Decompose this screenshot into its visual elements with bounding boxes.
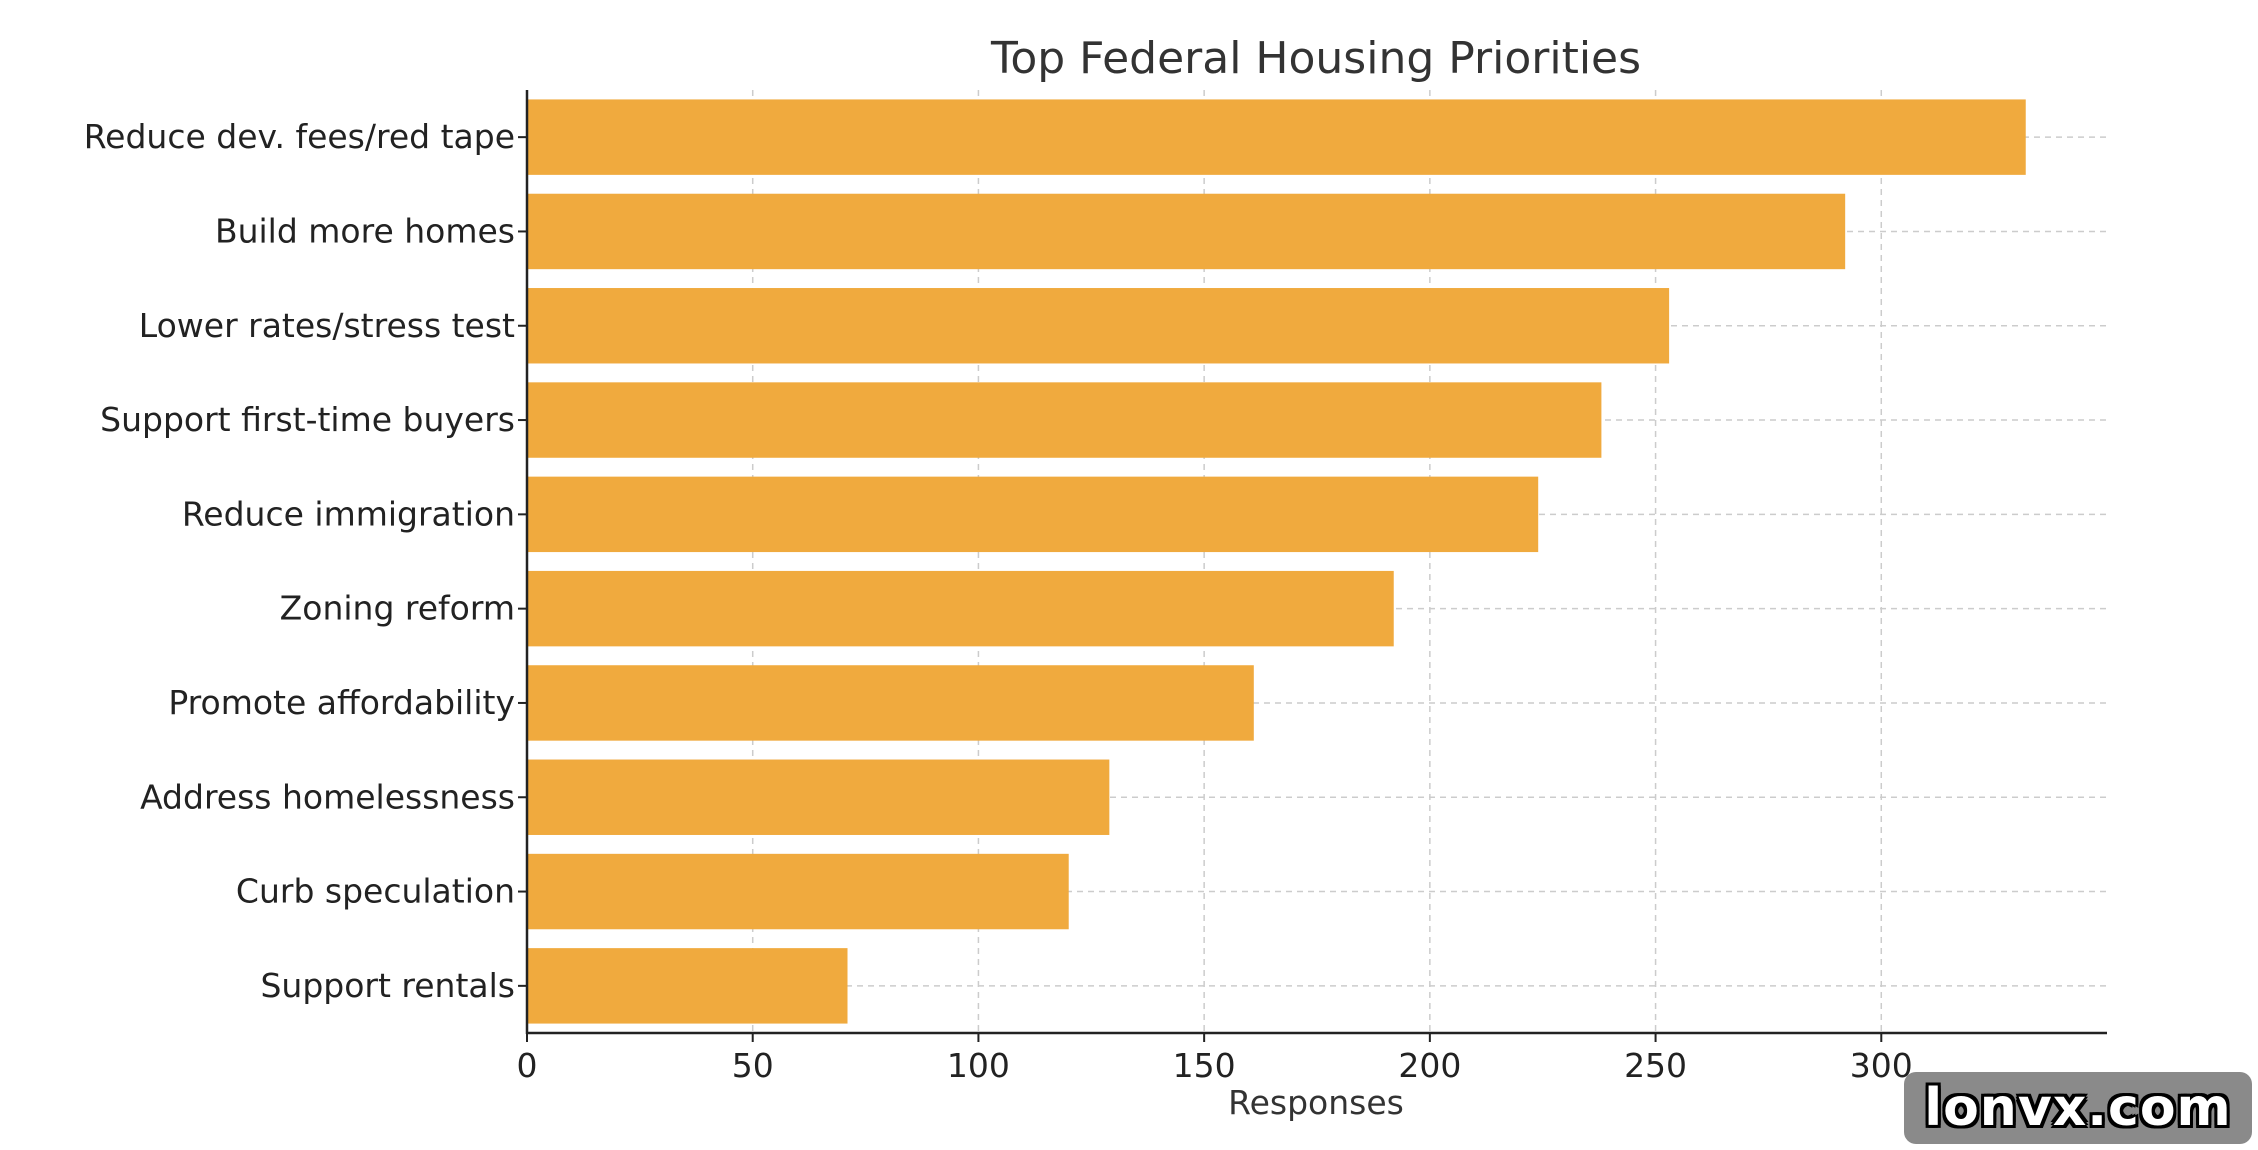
x-tick-labels: 0 50 100 150 200 250 300	[517, 1046, 1913, 1085]
bar	[527, 193, 1846, 270]
bar	[527, 476, 1539, 553]
x-tick-label: 250	[1624, 1046, 1687, 1085]
bar	[527, 759, 1110, 835]
y-tick-label: Lower rates/stress test	[139, 306, 515, 345]
y-tick-label: Support rentals	[260, 966, 515, 1005]
x-tick-label: 100	[947, 1046, 1010, 1085]
bar	[527, 948, 848, 1024]
y-tick-labels: Reduce dev. fees/red tape Build more home…	[84, 117, 515, 1005]
y-tick-label: Reduce dev. fees/red tape	[84, 117, 515, 156]
y-tick-label: Promote affordability	[168, 683, 515, 722]
x-tick-label: 200	[1398, 1046, 1461, 1085]
y-tick-label: Curb speculation	[236, 872, 515, 911]
bar	[527, 288, 1670, 364]
x-axis-label: Responses	[1228, 1083, 1404, 1122]
watermark-text: lonvx.com	[1924, 1078, 2232, 1138]
bar	[527, 570, 1394, 647]
y-tick-label: Zoning reform	[280, 589, 515, 628]
bar	[527, 99, 2026, 175]
chart-title: Top Federal Housing Priorities	[990, 33, 1641, 84]
bar	[527, 853, 1069, 930]
axes	[518, 90, 2107, 1042]
watermark-badge: lonvx.com	[1904, 1072, 2252, 1144]
bar	[527, 382, 1602, 458]
y-tick-label: Support first-time buyers	[100, 400, 515, 439]
y-tick-label: Address homelessness	[140, 777, 515, 816]
y-tick-label: Reduce immigration	[182, 494, 515, 533]
bars	[527, 99, 2026, 1024]
x-tick-label: 300	[1850, 1046, 1913, 1085]
x-tick-label: 0	[517, 1046, 538, 1085]
y-tick-label: Build more homes	[215, 211, 515, 250]
x-tick-label: 50	[732, 1046, 774, 1085]
x-tick-label: 150	[1173, 1046, 1236, 1085]
bar	[527, 665, 1254, 741]
